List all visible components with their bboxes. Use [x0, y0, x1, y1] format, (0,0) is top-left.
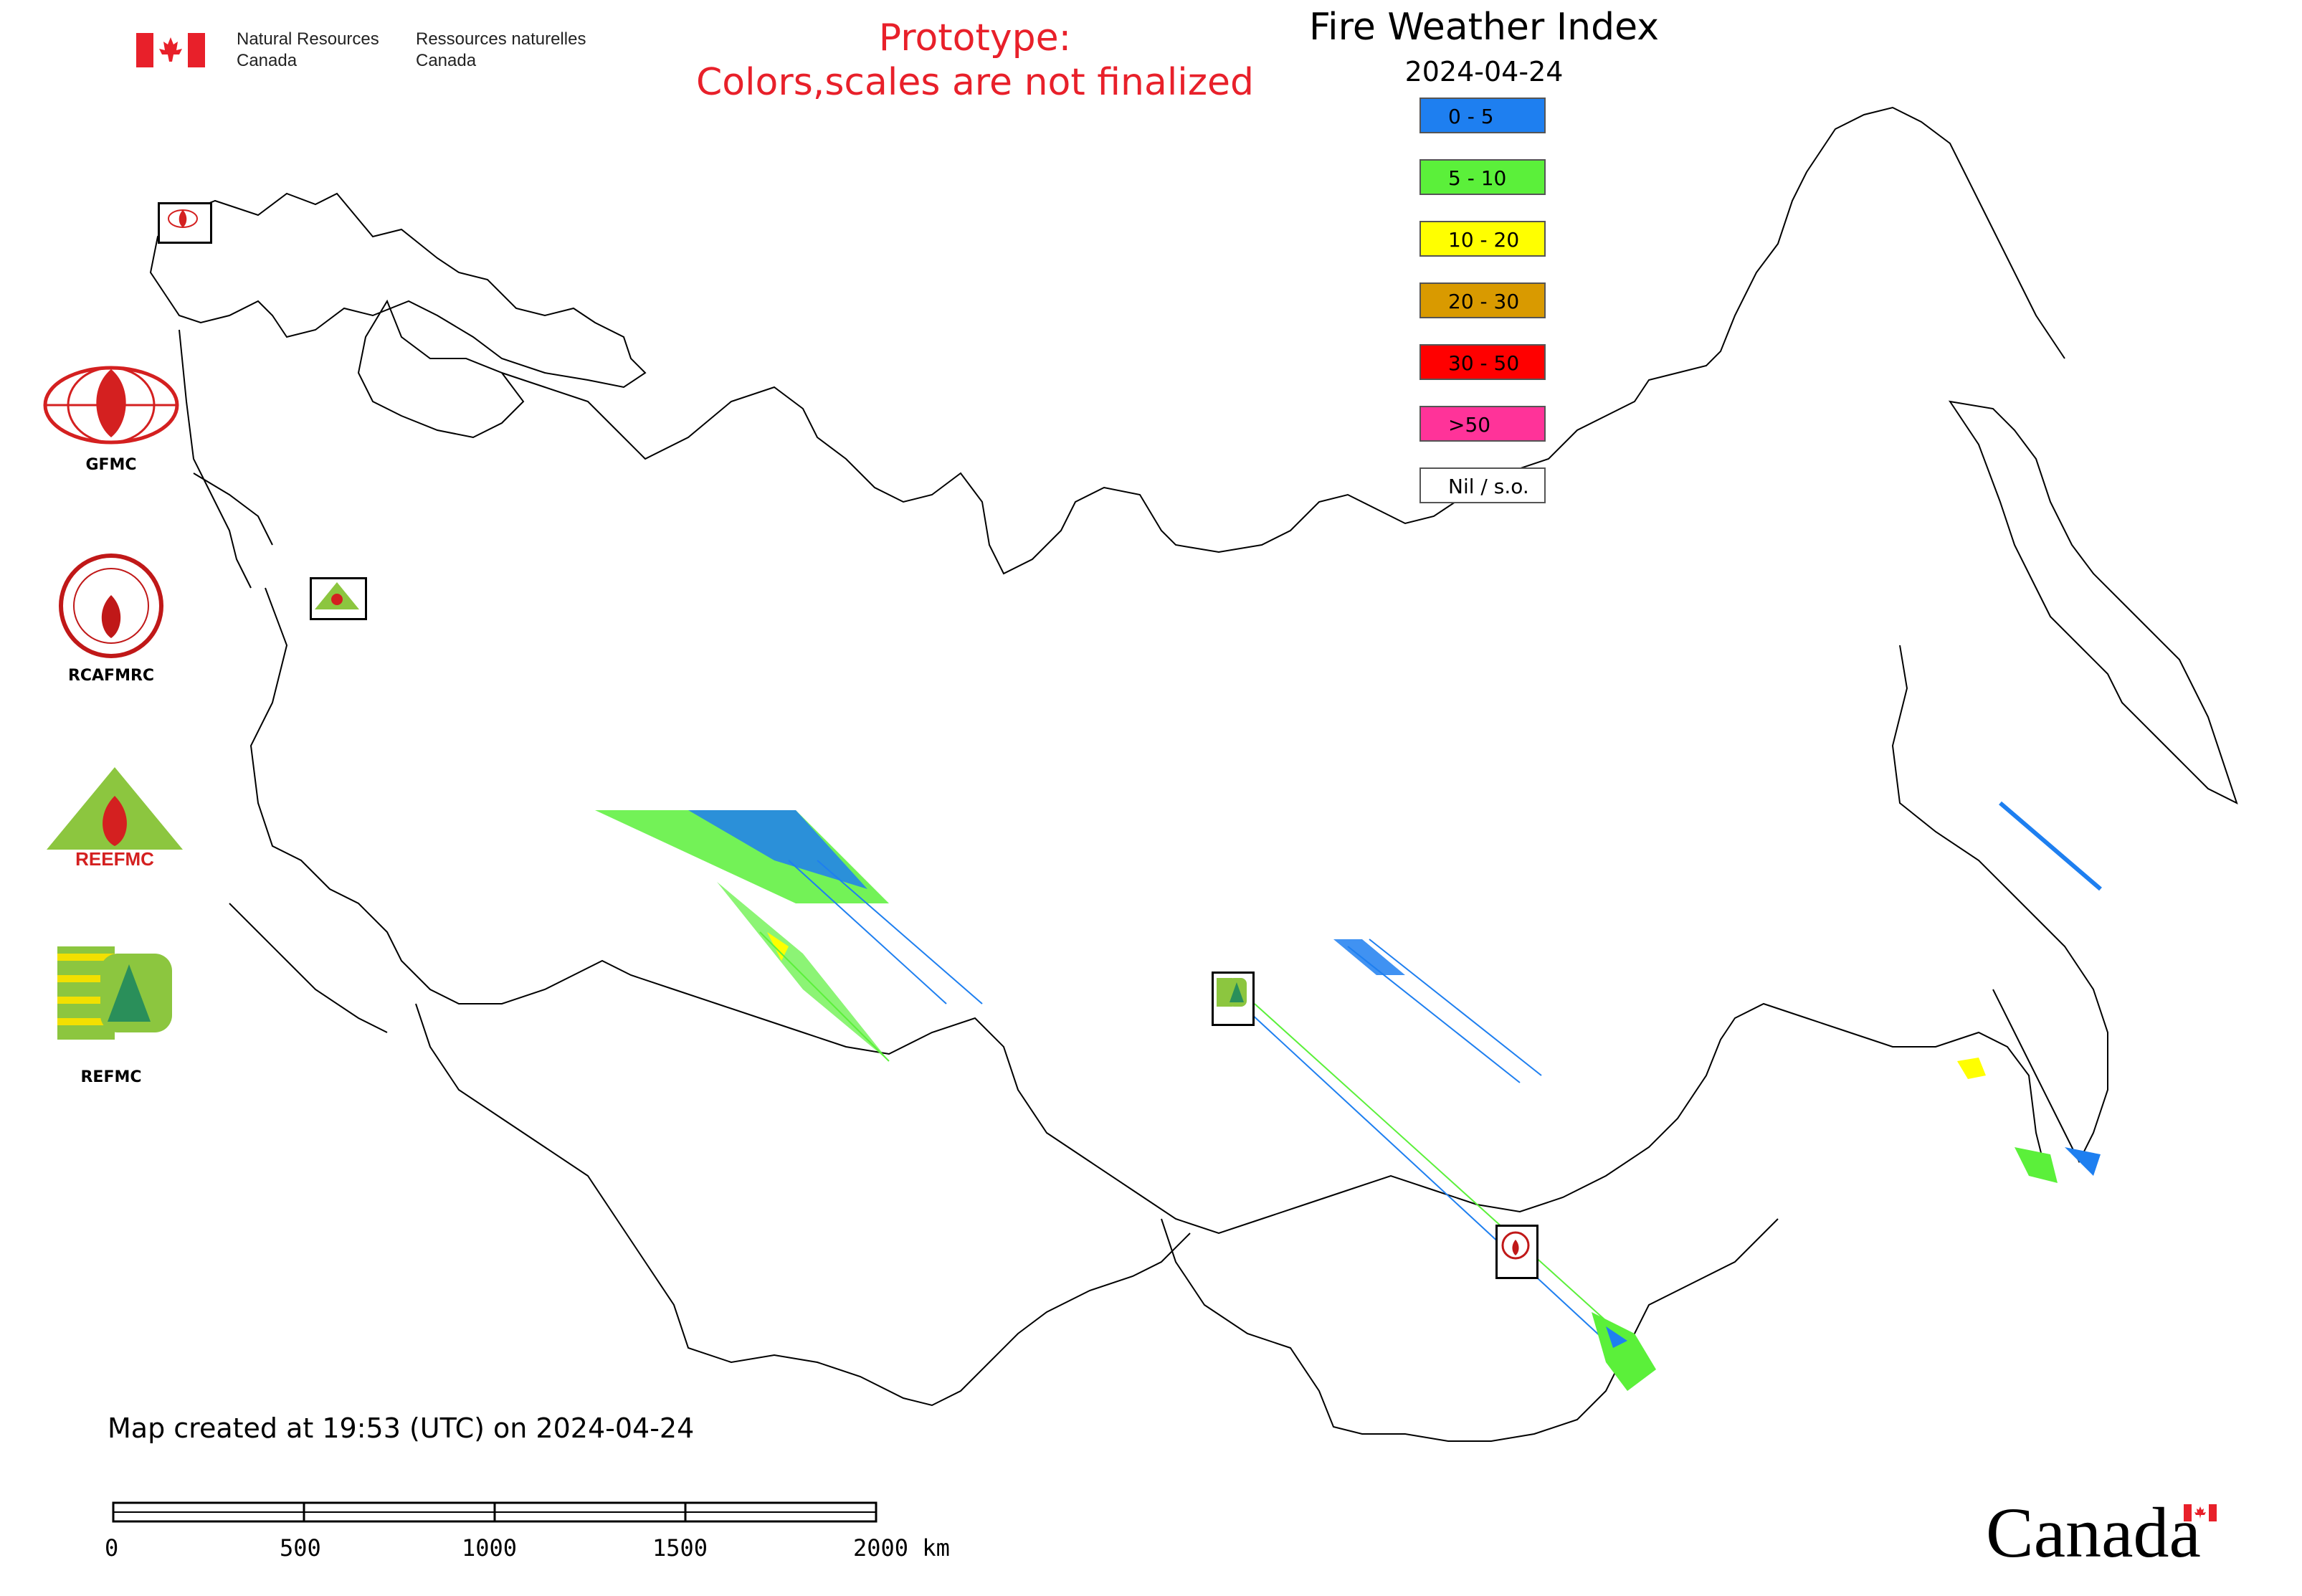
refmc-logo-icon: [57, 946, 172, 1040]
map-title: Fire Weather Index: [1309, 6, 1659, 49]
scale-label: 500: [280, 1534, 321, 1562]
legend: 0 - 5 5 - 10 10 - 20 20 - 30 30 - 50 >50…: [1419, 98, 1549, 513]
prototype-notice: Prototype: Colors,scales are not finaliz…: [631, 16, 1319, 105]
prototype-line1: Prototype:: [878, 16, 1072, 60]
gfmc-marker[interactable]: [158, 202, 212, 244]
scale-bar: [112, 1501, 877, 1523]
refmc-caption: REFMC: [80, 1068, 142, 1086]
legend-item: 10 - 20: [1419, 221, 1546, 257]
org-name-en: Natural Resources Canada: [237, 29, 379, 72]
rcafmrc-marker[interactable]: [1495, 1225, 1538, 1279]
legend-label: 5 - 10: [1448, 166, 1507, 190]
map-created-text: Map created at 19:53 (UTC) on 2024-04-24: [108, 1412, 695, 1444]
wordmark-flag-icon: [2184, 1504, 2217, 1521]
government-signature: Natural Resources Canada Ressources natu…: [136, 29, 609, 72]
legend-item: 20 - 30: [1419, 282, 1546, 318]
legend-item: 0 - 5: [1419, 98, 1546, 133]
map-date: 2024-04-24: [1404, 56, 1564, 87]
prototype-line2: Colors,scales are not finalized: [695, 61, 1255, 104]
gfmc-marker-icon: [168, 209, 198, 228]
gfmc-caption: GFMC: [85, 456, 137, 474]
scale-label: 0: [105, 1534, 119, 1562]
scale-label: 2000 km: [853, 1534, 950, 1562]
canada-wordmark-text: Canada: [1986, 1493, 2201, 1572]
org-en-line2: Canada: [237, 51, 298, 70]
legend-label: 30 - 50: [1448, 351, 1520, 375]
fwi-patches: [595, 801, 2102, 1391]
rcafmrc-marker-icon: [1501, 1231, 1530, 1260]
legend-label: 20 - 30: [1448, 290, 1520, 313]
legend-item: 30 - 50: [1419, 344, 1546, 380]
legend-label: Nil / s.o.: [1448, 475, 1529, 498]
refmc-marker[interactable]: [1212, 972, 1255, 1026]
refmc-marker-icon: [1217, 978, 1247, 1007]
legend-label: >50: [1448, 413, 1491, 437]
legend-label: 10 - 20: [1448, 228, 1520, 252]
canada-wordmark: Canada: [1986, 1491, 2217, 1574]
scale-label: 1000: [462, 1534, 518, 1562]
legend-item: >50: [1419, 406, 1546, 442]
rcafmrc-caption: RCAFMRC: [67, 667, 155, 685]
canada-flag-icon: [136, 33, 205, 67]
legend-item: 5 - 10: [1419, 159, 1546, 195]
scale-label: 1500: [652, 1534, 708, 1562]
country-boundaries: [149, 106, 2238, 1442]
org-name-fr: Ressources naturelles Canada: [416, 29, 586, 72]
legend-item: Nil / s.o.: [1419, 467, 1546, 503]
org-fr-line2: Canada: [416, 51, 477, 70]
reefmc-logo-icon: REEFMC: [47, 767, 183, 870]
reefmc-marker[interactable]: [310, 577, 367, 620]
org-fr-line1: Ressources naturelles: [416, 29, 586, 49]
rcafmrc-logo-icon: [59, 554, 163, 658]
gfmc-logo-icon: [43, 366, 179, 445]
reefmc-marker-icon: [315, 582, 359, 609]
legend-label: 0 - 5: [1448, 105, 1494, 128]
reefmc-wordmark: REEFMC: [75, 848, 154, 870]
org-en-line1: Natural Resources: [237, 29, 379, 49]
